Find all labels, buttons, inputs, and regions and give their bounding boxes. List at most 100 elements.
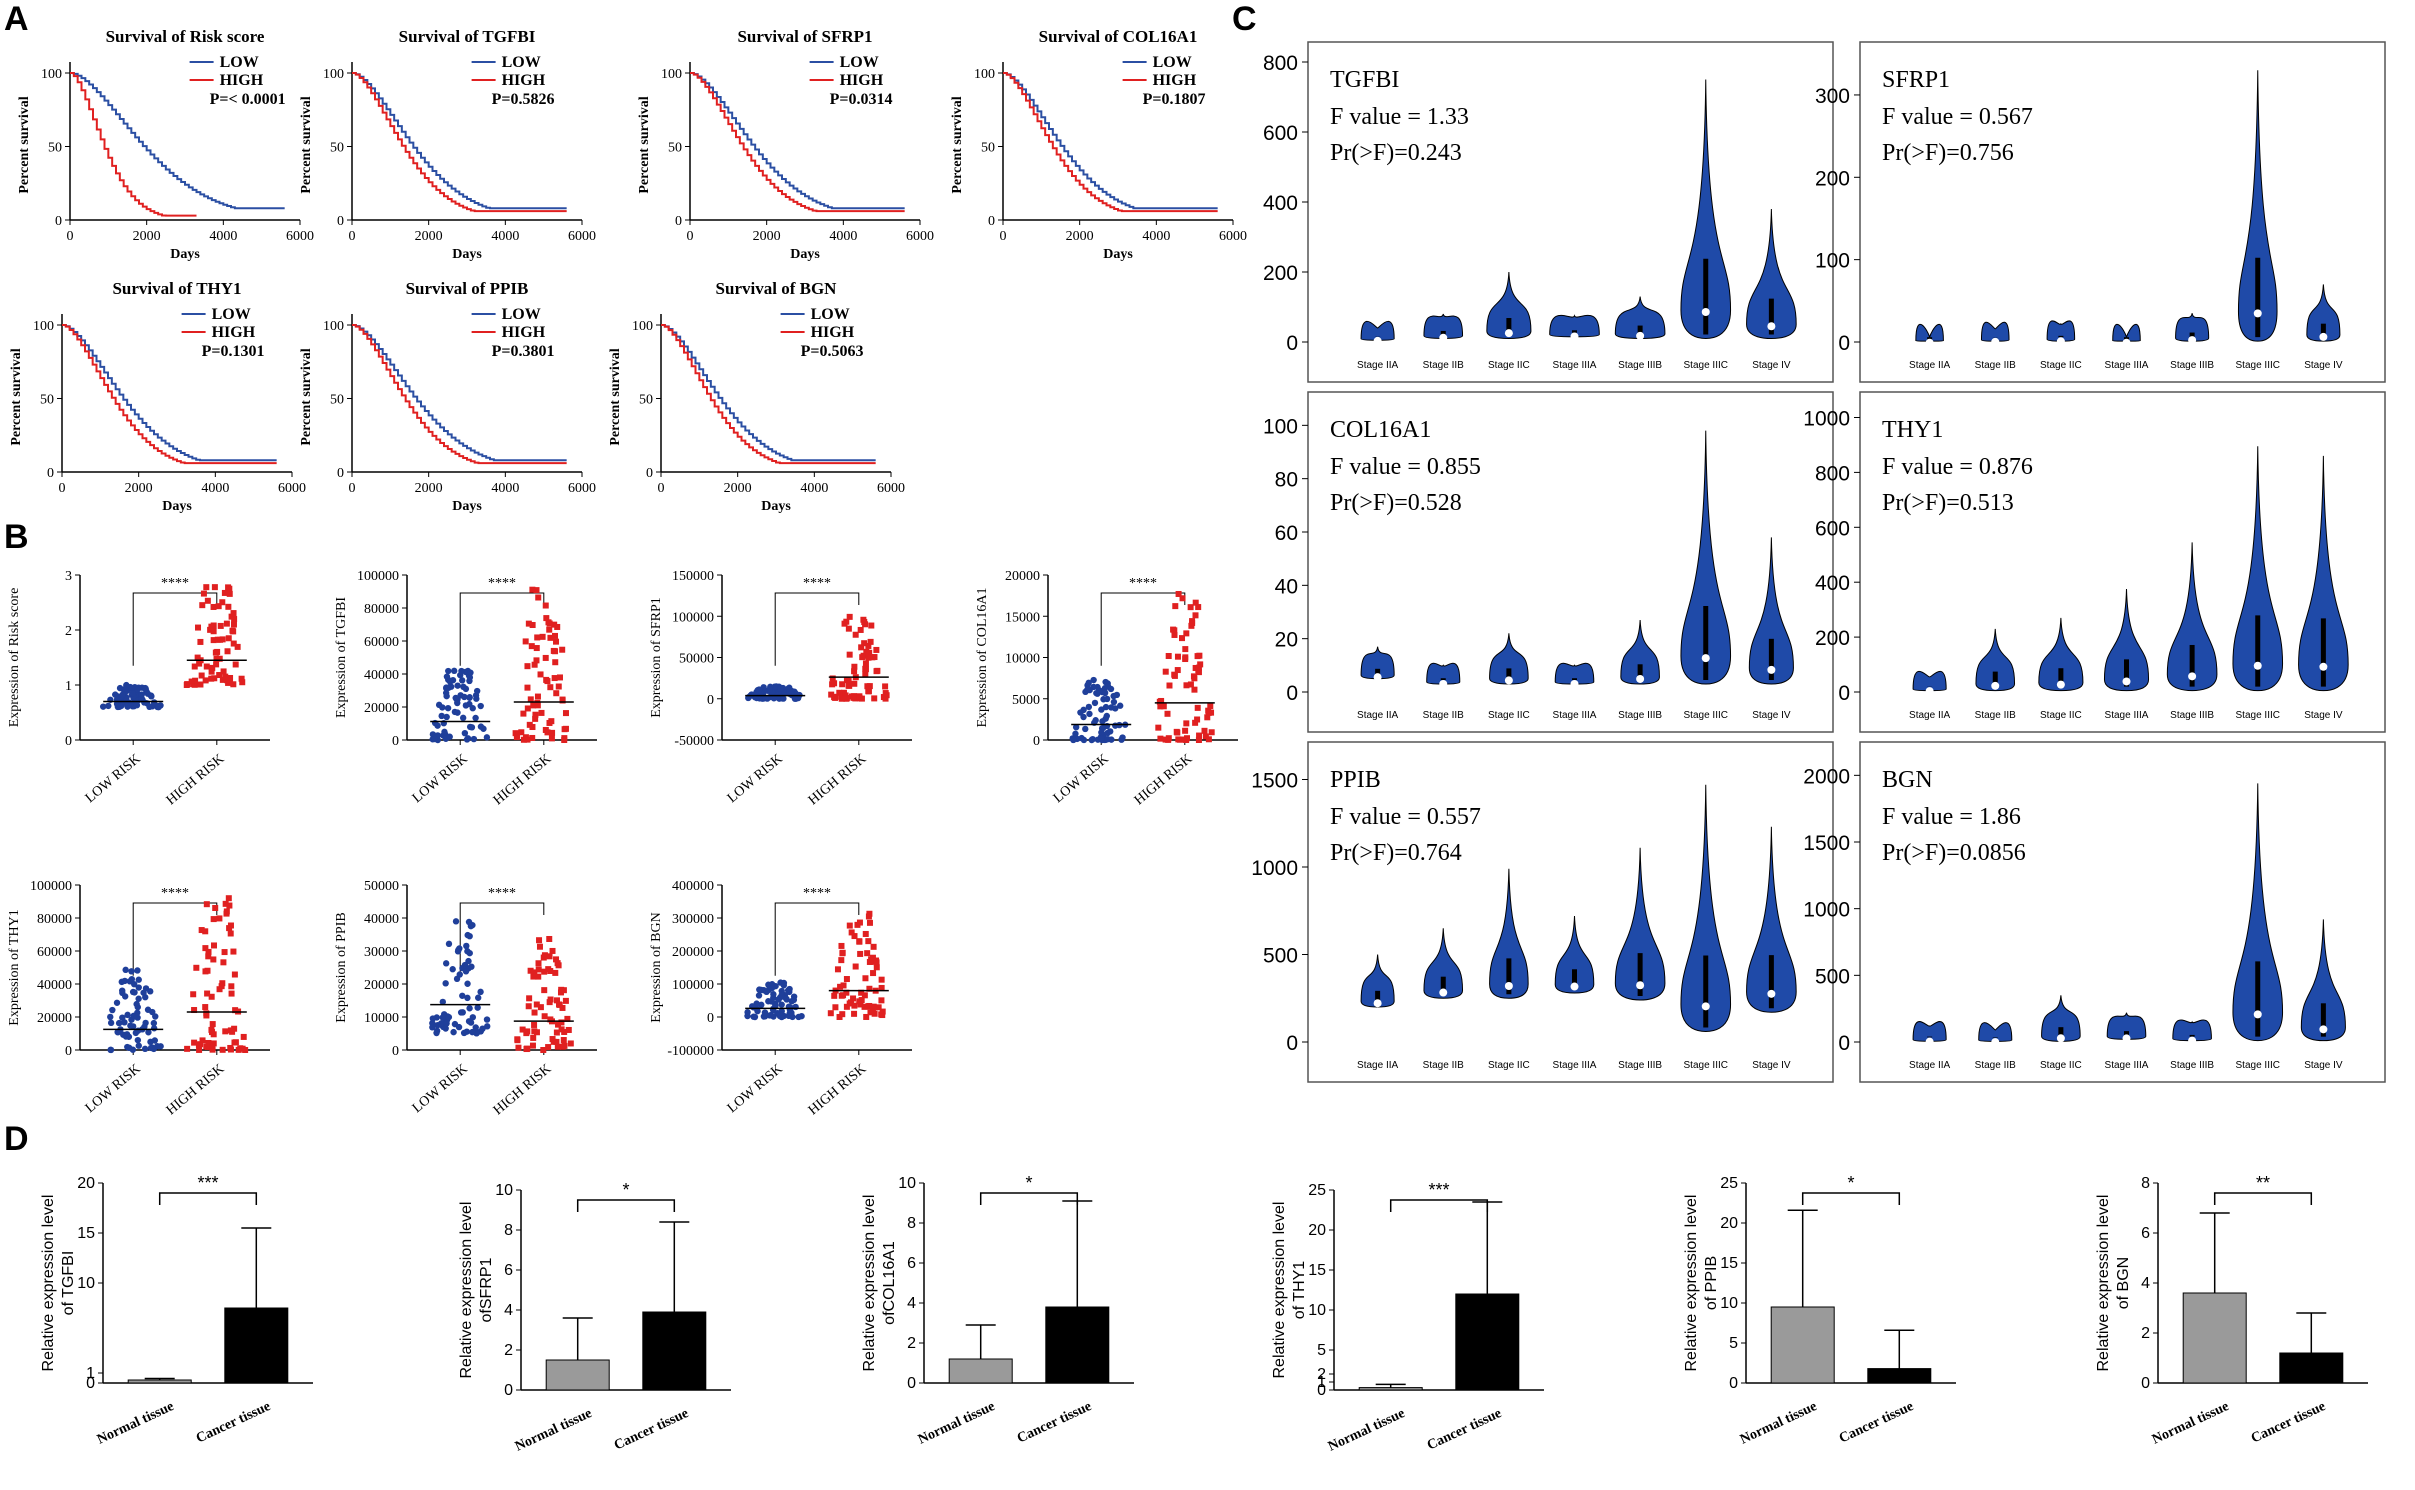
y-tick-label: 20 xyxy=(1720,1215,1738,1232)
data-point-high xyxy=(856,919,863,926)
data-point-high xyxy=(1189,618,1196,625)
y-tick-label: 0 xyxy=(47,466,54,481)
x-tick-label: Stage IIB xyxy=(1975,710,2016,721)
data-point-high xyxy=(218,983,225,990)
violin-median xyxy=(2319,662,2328,671)
data-point-high xyxy=(220,959,227,966)
x-tick-label: Cancer tissue xyxy=(1837,1399,1916,1447)
data-point-low xyxy=(466,1005,473,1012)
data-point-low xyxy=(113,999,121,1006)
data-point-high xyxy=(210,956,217,963)
violin-median xyxy=(1636,331,1645,340)
x-tick-label: Stage IIIC xyxy=(1684,360,1728,371)
data-point-high xyxy=(529,622,536,629)
data-point-low xyxy=(114,701,121,708)
violin-median xyxy=(2253,309,2262,318)
legend-high-label: HIGH xyxy=(212,324,256,341)
data-point-high xyxy=(558,1019,565,1026)
data-point-high xyxy=(1182,727,1189,734)
y-tick-label: 2 xyxy=(907,1335,916,1352)
data-point-high xyxy=(861,640,868,647)
data-point-high xyxy=(211,584,218,591)
data-point-high xyxy=(530,702,537,709)
data-point-high xyxy=(546,935,553,942)
violin-median xyxy=(2122,677,2131,686)
data-point-high xyxy=(239,679,246,686)
data-point-high xyxy=(862,665,869,672)
data-point-low xyxy=(148,693,155,700)
x-tick-label: HIGH RISK xyxy=(164,1062,228,1119)
data-point-low xyxy=(469,1028,476,1036)
data-point-high xyxy=(230,681,237,688)
x-tick-label: Normal tissue xyxy=(1738,1399,1819,1448)
x-tick-label: LOW RISK xyxy=(725,752,786,807)
data-point-low xyxy=(469,1014,477,1021)
y-tick-label: 100 xyxy=(974,67,995,82)
y-tick-label: 100 xyxy=(1263,415,1298,438)
data-point-high xyxy=(527,967,534,974)
data-point-low xyxy=(755,992,763,999)
data-point-high xyxy=(188,678,195,685)
data-point-high xyxy=(196,660,203,667)
data-point-low xyxy=(439,1014,446,1021)
data-point-high xyxy=(870,970,877,977)
data-point-high xyxy=(532,715,539,722)
gene-label: TGFBI xyxy=(1330,67,1399,93)
violin-median xyxy=(1373,673,1382,682)
data-point-high xyxy=(556,1001,563,1008)
data-point-high xyxy=(1195,737,1202,743)
survival-plot: Survival of SFRP1 0 50 100 0 2000 4000 6000 Days… xyxy=(637,27,934,262)
data-point-high xyxy=(851,668,858,675)
low-survival-line xyxy=(352,72,567,210)
plot-title: Survival of COL16A1 xyxy=(1039,27,1198,46)
data-point-high xyxy=(197,638,204,645)
data-point-high xyxy=(522,734,529,741)
data-point-low xyxy=(1102,715,1109,722)
x-tick-label: Stage IIIB xyxy=(1618,360,1662,371)
data-point-low xyxy=(751,1013,759,1021)
data-point-high xyxy=(866,910,873,917)
data-point-low xyxy=(119,1014,126,1021)
y-tick-label: 60000 xyxy=(364,635,399,650)
data-point-high xyxy=(552,632,559,639)
violin-shape xyxy=(1486,271,1532,340)
data-point-low xyxy=(459,992,466,999)
x-tick-label: 2000 xyxy=(1066,229,1094,244)
data-point-low xyxy=(480,725,487,732)
data-point-low xyxy=(443,692,450,700)
legend-low-label: LOW xyxy=(502,306,541,323)
y-tick-label: 400 xyxy=(1263,192,1298,215)
data-point-high xyxy=(210,1040,217,1047)
data-point-high xyxy=(1173,728,1180,735)
data-point-high xyxy=(846,651,853,658)
y-tick-label: 2 xyxy=(65,624,72,639)
y-tick-label: 0 xyxy=(1317,1382,1326,1399)
data-point-high xyxy=(546,626,553,633)
x-axis-label: Days xyxy=(1103,247,1133,262)
significance-bracket xyxy=(576,1199,676,1212)
x-tick-label: HIGH RISK xyxy=(164,752,228,809)
data-point-high xyxy=(232,661,239,668)
high-survival-line xyxy=(690,72,905,213)
p-value: P=0.3801 xyxy=(492,343,555,360)
data-point-low xyxy=(458,677,466,684)
data-point-high xyxy=(1164,710,1171,717)
y-tick-label: 20 xyxy=(77,1175,95,1192)
data-point-high xyxy=(1172,603,1179,610)
data-point-high xyxy=(867,1009,874,1016)
data-point-low xyxy=(1085,679,1092,687)
data-point-high xyxy=(1165,735,1172,742)
x-tick-label: Stage IIIC xyxy=(2236,360,2280,371)
data-point-low xyxy=(443,713,450,721)
data-point-low xyxy=(126,978,134,985)
y-tick-label: 100 xyxy=(323,319,344,334)
data-point-high xyxy=(864,1003,871,1010)
data-point-high xyxy=(562,725,569,732)
data-point-high xyxy=(851,663,858,670)
data-point-high xyxy=(199,1037,206,1044)
data-point-high xyxy=(527,696,534,703)
data-point-high xyxy=(533,657,540,664)
y-tick-label: 400000 xyxy=(672,879,714,894)
data-point-low xyxy=(107,1019,115,1027)
data-point-high xyxy=(220,668,227,675)
